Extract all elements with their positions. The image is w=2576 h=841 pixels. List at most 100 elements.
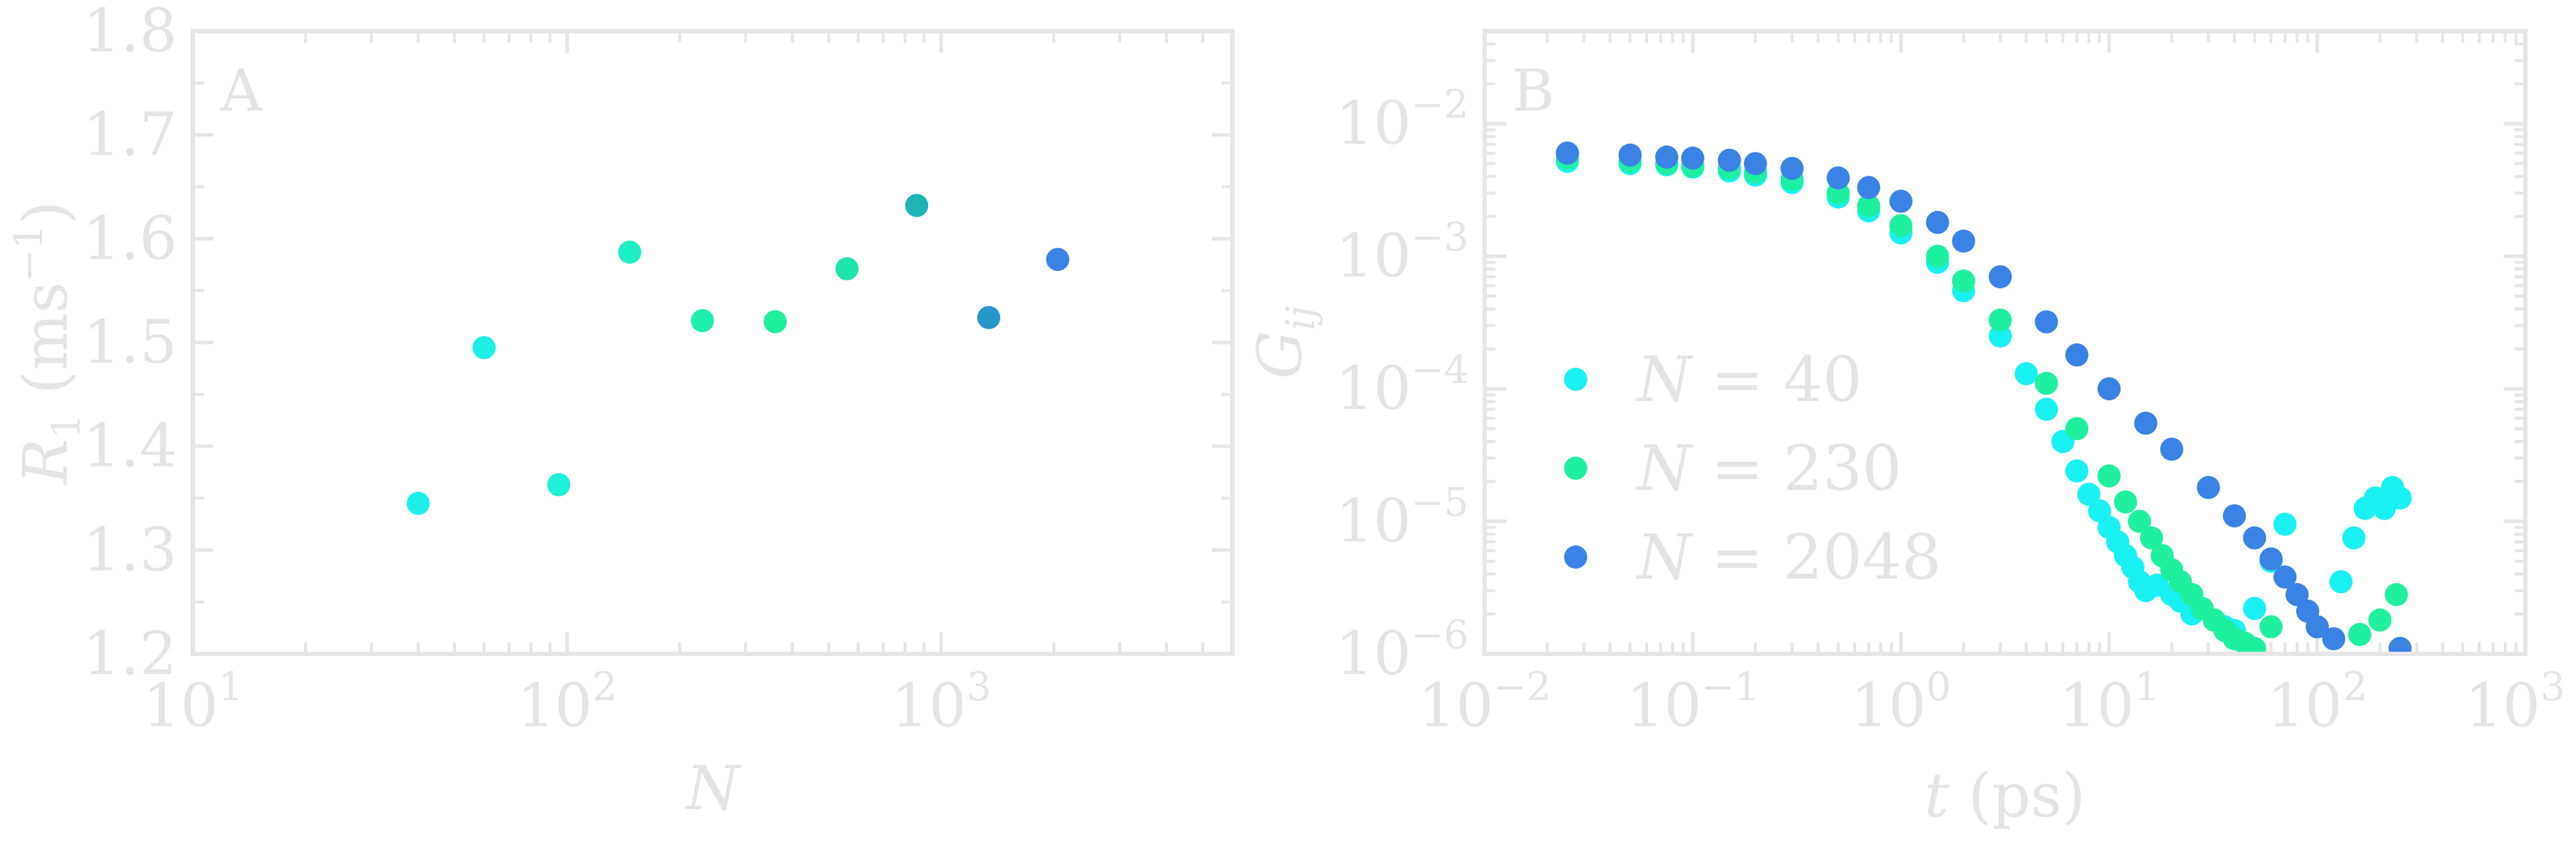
- data-point-b: [1555, 141, 1579, 165]
- data-point-b: [2113, 490, 2137, 514]
- x-tick-label-b: 103: [2465, 664, 2565, 741]
- panel-b: 10−6 10−5 10−4 10−3 10−2 10−2 10−1 100 101 102 103…: [1245, 29, 2565, 831]
- y-tick-label-b: 10−3: [1336, 215, 1469, 291]
- data-point-b: [2035, 397, 2058, 421]
- data-point-b: [2160, 437, 2184, 461]
- data-point-b: [1618, 143, 1642, 167]
- data-point-b: [2065, 343, 2089, 367]
- data-point-b: [1988, 308, 2012, 332]
- y-tick-label-b: 10−6: [1336, 612, 1469, 689]
- x-tick-label-b: 101: [2059, 664, 2160, 741]
- data-point-b: [2035, 371, 2058, 395]
- panel-label-a: A: [220, 57, 263, 124]
- y-tick-label-b: 10−2: [1336, 82, 1469, 158]
- data-point-b: [2223, 504, 2246, 527]
- data-point-b: [2285, 582, 2309, 606]
- x-tick-label-b: 10−1: [1626, 664, 1759, 741]
- data-point-b: [2322, 627, 2345, 651]
- data-point-b: [2139, 526, 2163, 550]
- series-3: [1555, 141, 2412, 654]
- data-point-b: [1857, 194, 1881, 217]
- data-point-b: [2259, 547, 2283, 571]
- data-point-b: [1988, 324, 2012, 348]
- data-point-b: [2273, 565, 2297, 589]
- x-tick-label-b: 10−2: [1418, 664, 1551, 741]
- y-axis-label-a: R1 (ms−1): [6, 201, 89, 486]
- y-tick-label-a: 1.5: [83, 309, 177, 377]
- data-point-a: [835, 256, 859, 280]
- y-tick-label-a: 1.6: [83, 204, 177, 273]
- data-point-b: [2273, 512, 2297, 536]
- data-point-b: [1952, 229, 1975, 253]
- data-point-b: [2306, 615, 2329, 639]
- data-point-b: [2388, 637, 2412, 654]
- data-point-b: [2342, 526, 2366, 550]
- y-tick-label-a: 1.2: [83, 620, 177, 689]
- x-tick-label-a: 102: [517, 664, 617, 741]
- x-tick-label-a: 101: [143, 664, 244, 741]
- x-axis-label-b: t (ps): [1925, 760, 2086, 831]
- y-tick-label-a: 1.8: [83, 0, 177, 66]
- legend-label: N = 230: [1636, 433, 1902, 505]
- y-tick-label-a: 1.4: [83, 413, 177, 481]
- legend: N = 40 N = 230 N = 2048: [1564, 344, 1941, 594]
- data-point-b: [2388, 486, 2412, 510]
- data-point-b: [2197, 475, 2220, 499]
- axes-frame-b: [1482, 29, 2528, 656]
- data-point-b: [1925, 210, 1949, 234]
- x-tick-label-a: 103: [891, 664, 992, 741]
- panel-a: 1.2 1.3 1.4 1.5 1.6 1.7 1.8 101 102 103 A N R1 (ms−1…: [6, 0, 1235, 824]
- data-point-b: [2243, 526, 2267, 550]
- data-point-b: [1655, 145, 1679, 169]
- data-point-a: [406, 491, 430, 515]
- x-axis-label-a: N: [684, 753, 741, 824]
- data-point-b: [1925, 244, 1949, 268]
- y-tick-label-a: 1.3: [83, 516, 177, 585]
- y-axis-label-b: Gij: [1245, 306, 1323, 379]
- legend-label: N = 40: [1636, 344, 1862, 416]
- data-point-b: [1889, 214, 1912, 238]
- data-point-b: [1717, 148, 1741, 172]
- panel-label-b: B: [1512, 57, 1555, 124]
- data-point-b: [2368, 608, 2392, 632]
- data-point-b: [1780, 157, 1804, 181]
- data-point-b: [1857, 176, 1881, 199]
- data-point-a: [977, 306, 1001, 329]
- data-point-b: [2098, 377, 2121, 401]
- data-point-b: [2384, 582, 2408, 606]
- data-point-b: [2348, 623, 2371, 647]
- legend-marker: [1564, 545, 1587, 569]
- data-point-b: [2259, 615, 2283, 639]
- data-point-a: [690, 309, 714, 332]
- data-point-a: [905, 194, 929, 217]
- data-point-a: [1046, 248, 1070, 272]
- x-tick-label-b: 102: [2267, 664, 2368, 741]
- y-tick-label-b: 10−4: [1336, 347, 1469, 423]
- y-tick-label-a: 1.7: [83, 101, 177, 170]
- data-point-b: [2035, 310, 2058, 334]
- axes-frame-a: [191, 29, 1235, 656]
- data-point-b: [2134, 411, 2158, 435]
- data-point-b: [1889, 189, 1912, 213]
- data-point-b: [1743, 152, 1767, 176]
- data-point-b: [2065, 459, 2089, 483]
- data-point-b: [2329, 570, 2353, 594]
- data-point-b: [2243, 637, 2267, 654]
- data-point-b: [1952, 269, 1975, 293]
- data-point-b: [2065, 417, 2089, 441]
- data-point-b: [2128, 509, 2152, 533]
- y-tick-label-b: 10−5: [1336, 480, 1469, 556]
- data-point-b: [2014, 362, 2038, 386]
- data-point-b: [1988, 265, 2012, 289]
- data-point-b: [2098, 464, 2121, 488]
- x-tick-label-b: 100: [1851, 664, 1952, 741]
- data-point-b: [2243, 597, 2267, 621]
- data-point-a: [472, 336, 496, 360]
- data-point-b: [1826, 166, 1850, 190]
- plot-area-b: [1555, 141, 2412, 654]
- data-point-a: [547, 473, 571, 496]
- legend-marker: [1564, 368, 1587, 391]
- data-point-b: [1681, 146, 1704, 170]
- legend-marker: [1564, 457, 1587, 480]
